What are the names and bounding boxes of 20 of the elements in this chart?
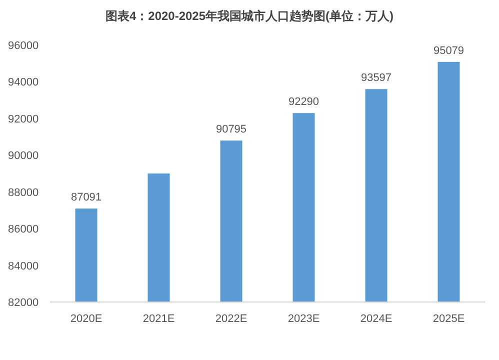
x-tick-label: 2022E [215, 313, 248, 325]
y-tick-label: 90000 [8, 150, 39, 162]
x-tick-label: 2020E [70, 313, 102, 325]
y-tick-label: 88000 [8, 186, 39, 199]
y-tick-label: 82000 [8, 297, 39, 309]
chart-title: 图表4：2020-2025年我国城市人口趋势图(单位：万人) [105, 9, 394, 23]
x-tick-label: 2025E [432, 313, 465, 325]
y-tick-label: 94000 [8, 76, 39, 89]
data-label: 95079 [433, 44, 464, 57]
data-label: 93597 [360, 72, 392, 84]
y-tick-label: 86000 [8, 224, 39, 236]
y-tick-label: 96000 [8, 40, 39, 52]
data-label: 87091 [70, 192, 102, 204]
x-tick-label: 2024E [360, 313, 392, 325]
data-label: 92290 [288, 96, 320, 108]
y-tick-label: 92000 [8, 113, 39, 126]
data-label: 90795 [216, 124, 247, 136]
x-tick-label: 2023E [288, 313, 320, 325]
x-tick-label: 2021E [142, 313, 175, 325]
y-tick-label: 84000 [8, 260, 39, 272]
